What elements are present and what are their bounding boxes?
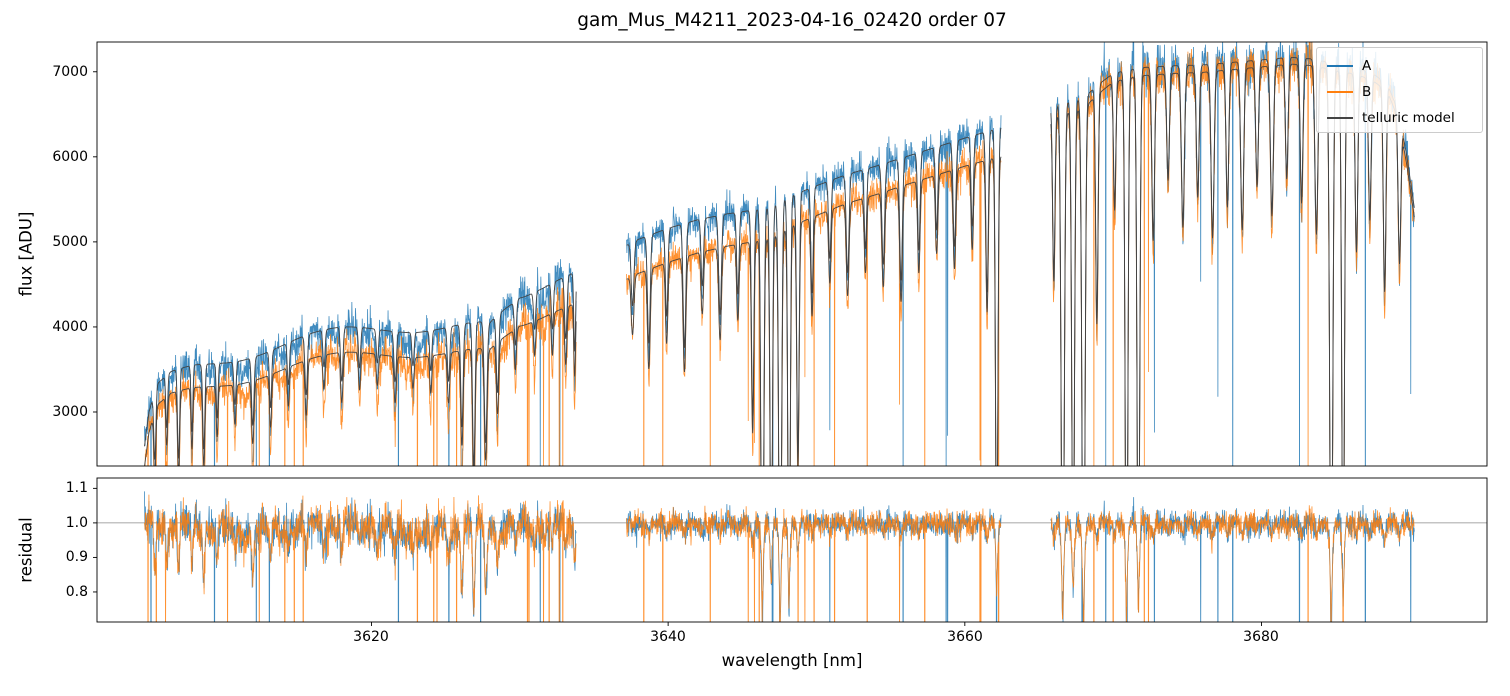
ytick-label: 7000 [52,64,88,80]
legend-label-a: A [1362,58,1372,74]
x-axis-label: wavelength [nm] [721,651,863,670]
ytick-label: 5000 [52,234,88,250]
ytick-label: 6000 [52,149,88,165]
legend-line-a-swatch [1327,65,1353,67]
legend-entry-a: A [1317,53,1482,79]
legend: A B telluric model [1316,47,1483,133]
xtick-label: 3620 [353,629,389,645]
ytick-label: 4000 [52,319,88,335]
ytick-label: 3000 [52,404,88,420]
ytick-label: 1.0 [65,515,88,531]
legend-line-b-swatch [1327,91,1353,93]
xtick-label: 3660 [947,629,983,645]
plot-title: gam_Mus_M4211_2023-04-16_02420 order 07 [577,10,1007,31]
xtick-label: 3680 [1243,629,1279,645]
legend-label-telluric-model: telluric model [1362,110,1455,126]
xtick-label: 3640 [650,629,686,645]
ytick-label: 1.1 [65,480,88,496]
legend-line-telluric-swatch [1327,117,1353,119]
ytick-label: 0.9 [65,549,88,565]
ytick-label: 0.8 [65,584,88,600]
legend-label-b: B [1362,84,1372,100]
legend-entry-telluric-model: telluric model [1317,105,1482,131]
legend-entry-b: B [1317,79,1482,105]
flux-axis-label: flux [ADU] [16,211,36,297]
